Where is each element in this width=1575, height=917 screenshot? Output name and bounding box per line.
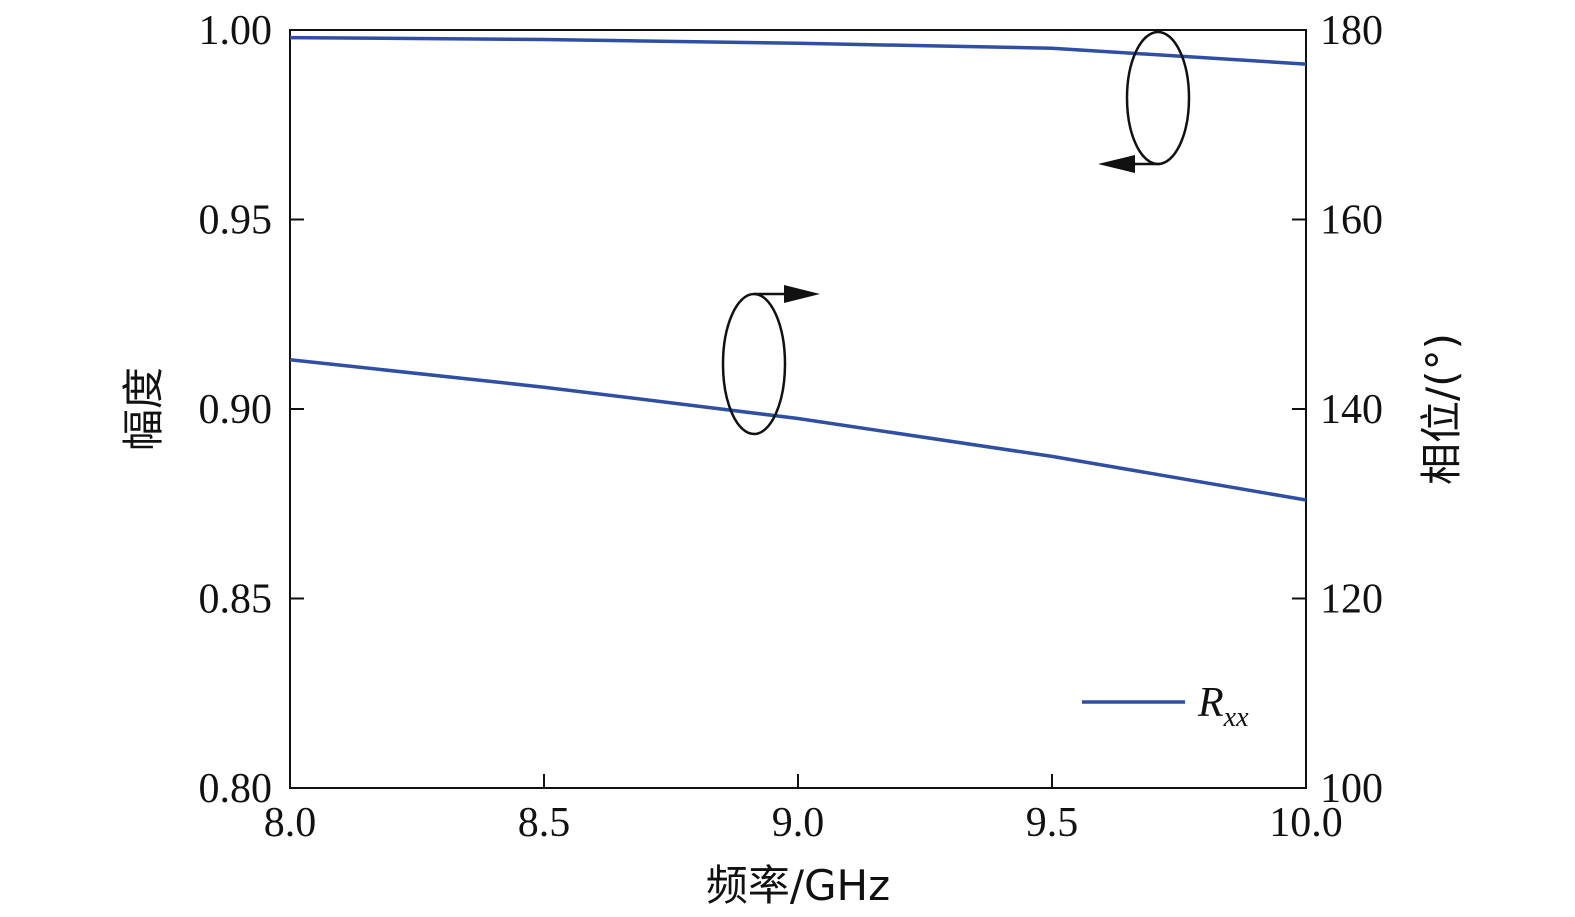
left-indicator-ellipse (1125, 30, 1191, 166)
x-axis-ticks: 8.0 8.5 9.0 9.5 10.0 (264, 774, 1343, 846)
legend-label-main: R (1197, 680, 1224, 726)
phase-series-line (289, 357, 1307, 502)
right-indicator-arrow-head (784, 285, 820, 303)
plot-frame (289, 29, 1307, 789)
left-y-tick-label: 0.80 (199, 766, 273, 812)
legend-label-subscript: xx (1223, 702, 1249, 733)
right-y-tick-label: 100 (1320, 766, 1383, 812)
right-y-tick-label: 120 (1320, 577, 1383, 623)
left-y-tick-label: 0.95 (199, 198, 273, 244)
x-tick-label: 8.5 (518, 800, 571, 846)
right-axis-indicator (721, 285, 820, 436)
left-y-tick-label: 1.00 (199, 8, 273, 54)
x-tick-label: 8.0 (264, 800, 317, 846)
left-y-axis-label: 幅度 (119, 367, 168, 451)
legend: Rxx (1082, 680, 1249, 733)
x-tick-label: 9.5 (1026, 800, 1079, 846)
x-tick-label: 9.0 (772, 800, 825, 846)
left-y-tick-label: 0.90 (199, 387, 273, 433)
series-lines (289, 35, 1307, 502)
left-indicator-arrow-head (1098, 155, 1135, 173)
x-axis-label: 频率/GHz (706, 861, 890, 910)
right-y-tick-label: 140 (1320, 387, 1383, 433)
left-axis-indicator (1098, 30, 1191, 173)
right-y-tick-label: 160 (1320, 198, 1383, 244)
right-y-tick-label: 180 (1320, 8, 1383, 54)
legend-label: Rxx (1197, 680, 1249, 733)
right-y-axis-label: 相位/(°) (1417, 333, 1466, 485)
x-tick-label: 10.0 (1269, 800, 1343, 846)
left-y-axis-ticks: 0.80 0.85 0.90 0.95 1.00 (199, 8, 304, 812)
right-y-axis-ticks: 100 120 140 160 180 (1292, 8, 1383, 812)
amplitude-series-line (289, 35, 1307, 66)
left-y-tick-label: 0.85 (199, 577, 273, 623)
